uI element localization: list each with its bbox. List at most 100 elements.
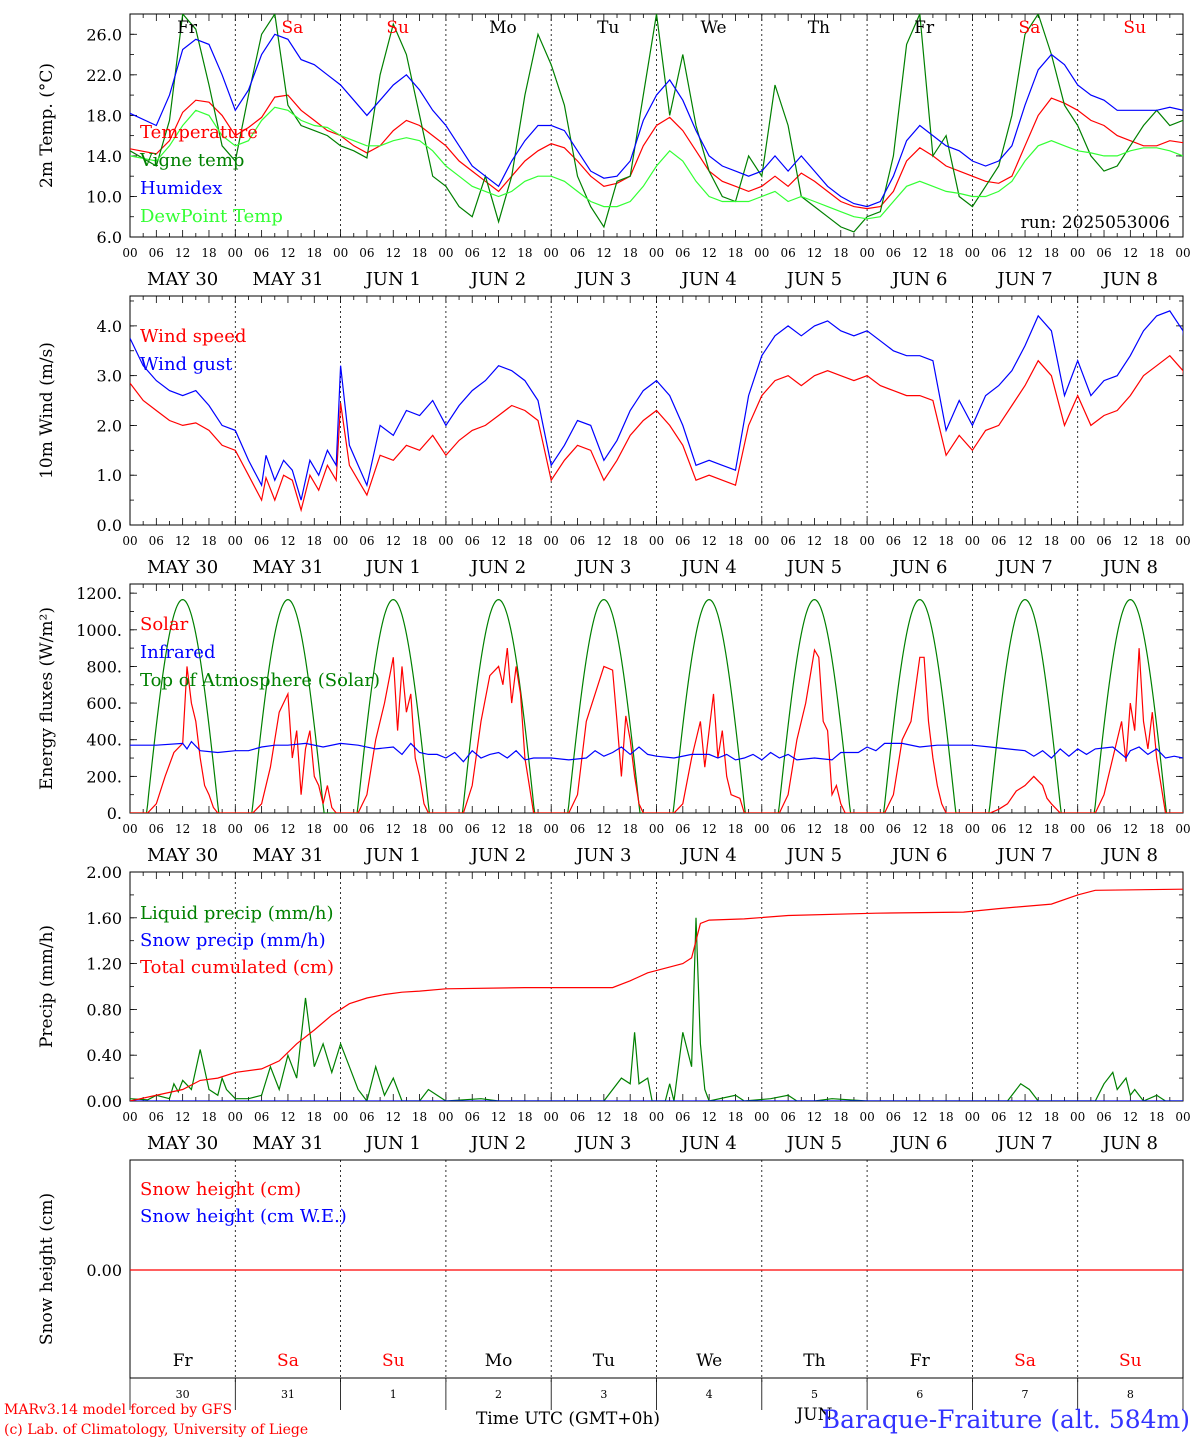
series-line-toa (130, 598, 1183, 813)
y-axis-label: 2m Temp. (°C) (37, 63, 57, 188)
hour-tick-label: 18 (623, 1110, 638, 1124)
hour-tick-label: 00 (859, 822, 874, 836)
hour-tick-label: 18 (412, 246, 427, 260)
hour-tick-label: 06 (675, 246, 690, 260)
hour-tick-label: 06 (254, 822, 269, 836)
hour-tick-label: 18 (728, 822, 743, 836)
panel-wind: 00 06 12 18 00 06 12 18 00 06 12 18 00 06 12 18 00 06 12 18… (37, 295, 1191, 578)
date-label: JUN 8 (1101, 557, 1158, 578)
y-tick-label: 18.0 (86, 106, 122, 125)
hour-tick-label: 12 (1017, 1110, 1032, 1124)
day-abbr-top: Su (1123, 18, 1146, 38)
day-number: 5 (811, 1388, 818, 1401)
hour-tick-label: 18 (307, 1110, 322, 1124)
y-axis-label: 10m Wind (m/s) (37, 342, 57, 479)
hour-tick-label: 12 (1017, 534, 1032, 548)
date-label: JUN 4 (679, 557, 736, 578)
station-name: Baraque-Fraiture (alt. 584m) (822, 1405, 1190, 1434)
hour-tick-label: 00 (859, 246, 874, 260)
hour-tick-label: 12 (1123, 534, 1138, 548)
hour-tick-label: 00 (122, 822, 137, 836)
date-label: JUN 3 (574, 557, 631, 578)
hour-tick-label: 12 (596, 534, 611, 548)
hour-tick-label: 18 (517, 822, 532, 836)
date-label: JUN 5 (785, 845, 842, 866)
hour-tick-label: 18 (728, 534, 743, 548)
hour-tick-label: 18 (517, 1110, 532, 1124)
hour-tick-label: 00 (438, 1110, 453, 1124)
date-label: JUN 5 (785, 269, 842, 290)
hour-tick-label: 00 (859, 534, 874, 548)
hour-tick-label: 06 (149, 246, 164, 260)
hour-tick-label: 06 (359, 822, 374, 836)
date-label: JUN 6 (890, 269, 947, 290)
date-label: MAY 31 (252, 1133, 323, 1154)
hour-tick-label: 06 (1096, 1110, 1111, 1124)
hour-tick-label: 12 (280, 822, 295, 836)
hour-tick-label: 00 (649, 246, 664, 260)
hour-tick-label: 12 (491, 246, 506, 260)
y-tick-label: 1.0 (97, 466, 122, 485)
y-axis-label: Energy fluxes (W/m²) (37, 607, 57, 790)
hour-tick-label: 00 (544, 534, 559, 548)
legend-entry: Top of Atmosphere (Solar) (140, 670, 380, 691)
date-label: JUN 2 (469, 557, 526, 578)
hour-tick-label: 06 (886, 822, 901, 836)
y-tick-label: 0.00 (86, 1092, 122, 1111)
day-abbr-bottom: Tu (593, 1351, 615, 1371)
date-label: JUN 3 (574, 269, 631, 290)
day-abbr-bottom: We (696, 1351, 722, 1371)
day-number: 6 (916, 1388, 923, 1401)
legend-entry: Solar (140, 614, 189, 635)
day-abbr-top: Fr (177, 18, 198, 38)
hour-tick-label: 12 (175, 534, 190, 548)
hour-tick-label: 18 (1044, 534, 1059, 548)
hour-tick-label: 18 (201, 534, 216, 548)
legend-entry: DewPoint Temp (140, 206, 283, 227)
hour-tick-label: 00 (649, 822, 664, 836)
hour-tick-label: 00 (1175, 1110, 1190, 1124)
hour-tick-label: 06 (991, 246, 1006, 260)
hour-tick-label: 12 (1123, 246, 1138, 260)
hour-tick-label: 00 (965, 822, 980, 836)
hour-tick-label: 06 (465, 534, 480, 548)
y-tick-label: 6.0 (97, 228, 122, 247)
legend-entry: Snow height (cm) (140, 1179, 301, 1200)
y-tick-label: 0.80 (86, 1000, 122, 1019)
panel-snow: 0.00 Snow height (cm) Snow height (cm) Snow… (37, 1159, 1184, 1385)
date-label: JUN 8 (1101, 269, 1158, 290)
day-abbr-top: Th (808, 18, 830, 38)
hour-tick-label: 06 (780, 1110, 795, 1124)
y-tick-label: 1.60 (86, 909, 122, 928)
hour-tick-label: 06 (886, 1110, 901, 1124)
hour-tick-label: 06 (991, 534, 1006, 548)
hour-tick-label: 18 (938, 822, 953, 836)
hour-tick-label: 00 (544, 1110, 559, 1124)
hour-tick-label: 18 (938, 1110, 953, 1124)
hour-tick-label: 00 (122, 246, 137, 260)
day-abbr-bottom: Sa (277, 1351, 299, 1371)
hour-tick-label: 12 (1123, 1110, 1138, 1124)
hour-tick-label: 12 (702, 534, 717, 548)
hour-tick-label: 18 (1149, 1110, 1164, 1124)
hour-tick-label: 00 (122, 1110, 137, 1124)
y-tick-label: 10.0 (86, 187, 122, 206)
hour-tick-label: 06 (1096, 822, 1111, 836)
hour-tick-label: 12 (1123, 822, 1138, 836)
hour-tick-label: 06 (780, 246, 795, 260)
hour-tick-label: 00 (649, 1110, 664, 1124)
series-line-temperature (130, 94, 1183, 210)
y-tick-label: 400. (86, 731, 122, 750)
hour-tick-label: 00 (122, 534, 137, 548)
panel-temp: 00 06 12 18 00 06 12 18 00 06 12 18 00 06 12 18 00 06 12 18… (37, 13, 1191, 290)
hour-tick-label: 00 (228, 246, 243, 260)
credit-line-1: MARv3.14 model forced by GFS (4, 1402, 232, 1418)
hour-tick-label: 12 (807, 246, 822, 260)
day-abbr-top: Mo (489, 18, 517, 38)
hour-tick-label: 00 (754, 246, 769, 260)
hour-tick-label: 06 (149, 534, 164, 548)
hour-tick-label: 12 (280, 534, 295, 548)
series-line-infrared (130, 740, 1183, 763)
hour-tick-label: 18 (833, 1110, 848, 1124)
